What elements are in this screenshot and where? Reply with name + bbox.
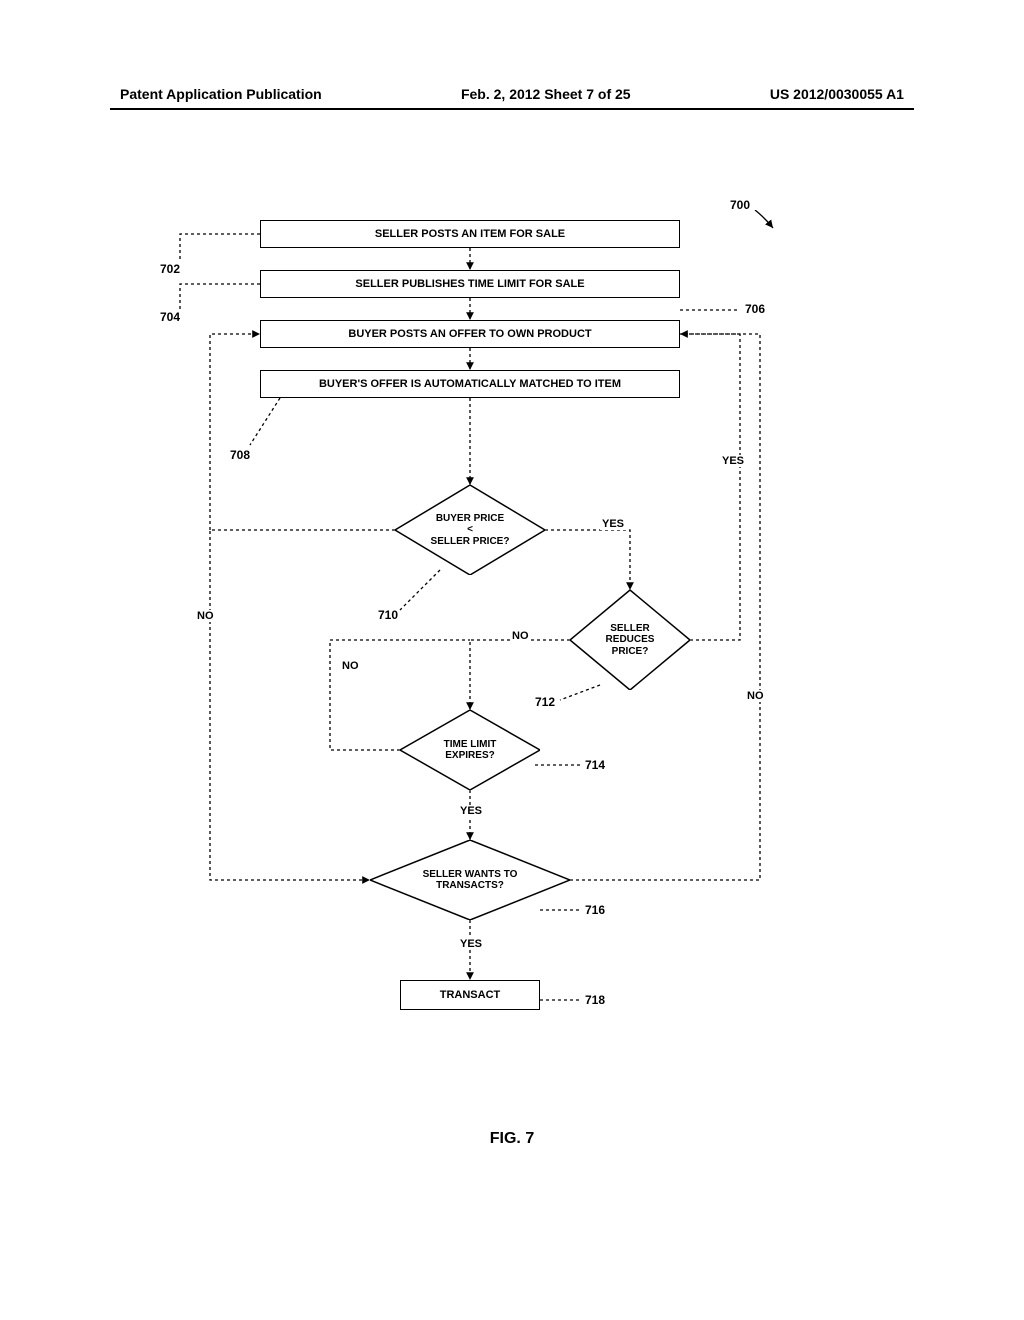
node-714-label: TIME LIMITEXPIRES? <box>444 739 497 762</box>
edge-710-no: NO <box>195 610 216 622</box>
node-710: BUYER PRICE<SELLER PRICE? <box>395 485 545 575</box>
node-710-label: BUYER PRICE<SELLER PRICE? <box>431 513 510 548</box>
edge-716-yes: YES <box>458 938 484 950</box>
ref-714: 714 <box>585 758 605 772</box>
node-712: SELLERREDUCESPRICE? <box>570 590 690 690</box>
ref-716: 716 <box>585 903 605 917</box>
edge-712-no: NO <box>510 630 531 642</box>
node-716: SELLER WANTS TOTRANSACTS? <box>370 840 570 920</box>
flowchart-700: SELLER POSTS AN ITEM FOR SALE SELLER PUB… <box>140 210 800 1070</box>
header-mid: Feb. 2, 2012 Sheet 7 of 25 <box>461 86 631 102</box>
header-left: Patent Application Publication <box>120 86 322 102</box>
ref-712: 712 <box>535 695 555 709</box>
node-706: BUYER POSTS AN OFFER TO OWN PRODUCT <box>260 320 680 348</box>
page-header: Patent Application Publication Feb. 2, 2… <box>120 86 904 102</box>
header-right: US 2012/0030055 A1 <box>770 86 904 102</box>
node-708-label: BUYER'S OFFER IS AUTOMATICALLY MATCHED T… <box>319 378 621 390</box>
node-716-label: SELLER WANTS TOTRANSACTS? <box>423 869 518 892</box>
ref-704: 704 <box>160 310 180 324</box>
ref-700: 700 <box>730 198 750 212</box>
edge-714-no: NO <box>340 660 361 672</box>
ref-710: 710 <box>378 608 398 622</box>
node-706-label: BUYER POSTS AN OFFER TO OWN PRODUCT <box>348 328 591 340</box>
node-708: BUYER'S OFFER IS AUTOMATICALLY MATCHED T… <box>260 370 680 398</box>
node-712-label: SELLERREDUCESPRICE? <box>606 623 655 658</box>
edge-712-yes: YES <box>720 455 746 467</box>
node-718-label: TRANSACT <box>440 989 501 1001</box>
node-704-label: SELLER PUBLISHES TIME LIMIT FOR SALE <box>355 278 584 290</box>
header-rule <box>110 108 914 110</box>
figure-label: FIG. 7 <box>0 1130 1024 1148</box>
edge-714-yes: YES <box>458 805 484 817</box>
edge-716-no: NO <box>745 690 766 702</box>
ref-718: 718 <box>585 993 605 1007</box>
node-702: SELLER POSTS AN ITEM FOR SALE <box>260 220 680 248</box>
node-718: TRANSACT <box>400 980 540 1010</box>
node-704: SELLER PUBLISHES TIME LIMIT FOR SALE <box>260 270 680 298</box>
edge-710-yes: YES <box>600 518 626 530</box>
ref-706: 706 <box>745 302 765 316</box>
ref-708: 708 <box>230 448 250 462</box>
node-702-label: SELLER POSTS AN ITEM FOR SALE <box>375 228 565 240</box>
ref-702: 702 <box>160 262 180 276</box>
node-714: TIME LIMITEXPIRES? <box>400 710 540 790</box>
